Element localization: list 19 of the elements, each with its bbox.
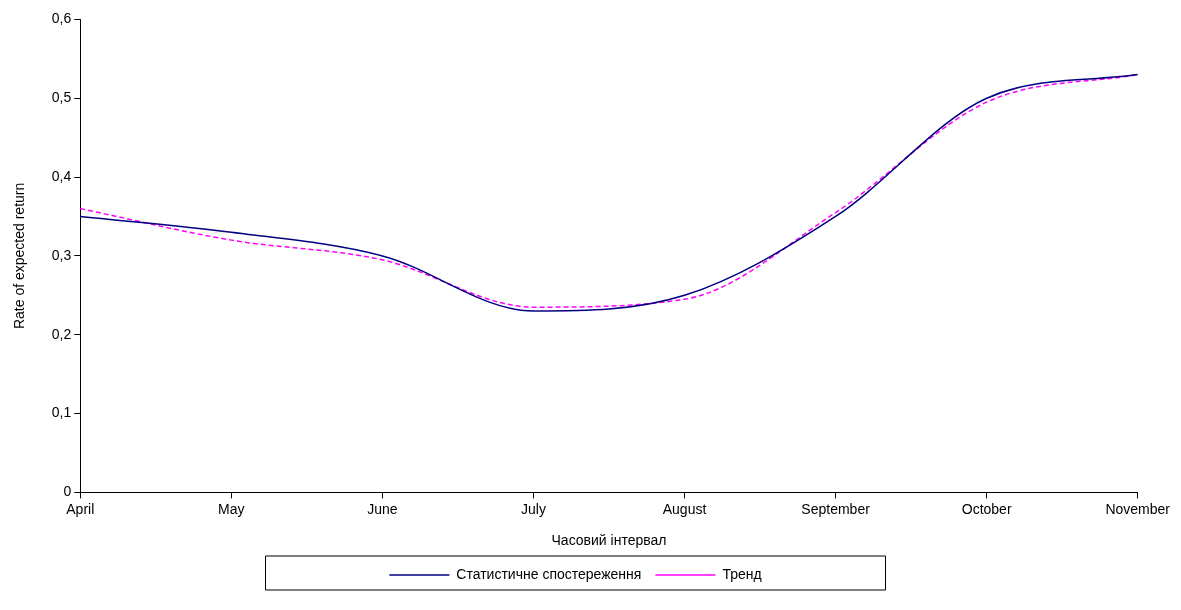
x-tick-label: November [1105,500,1171,517]
y-tick-label: 0,5 [51,89,72,106]
y-tick-label: 0,3 [51,246,72,263]
x-tick-label: September [801,500,871,517]
legend-label: Статистичне спостереження [456,565,642,582]
x-tick-label: October [961,500,1012,517]
y-tick-label: 0,1 [51,404,72,421]
y-axis-title: Rate of expected return [11,182,28,330]
x-axis-title: Часовий інтервал [551,532,667,549]
x-tick-label: August [662,500,707,517]
y-tick-label: 0 [63,483,72,500]
y-tick-label: 0,2 [51,325,72,342]
y-tick-label: 0,4 [51,167,72,184]
x-tick-label: May [218,500,245,517]
x-tick-label: June [367,500,398,517]
y-tick-label: 0,6 [51,10,72,27]
legend-label: Тренд [722,565,762,582]
x-tick-label: July [521,500,546,517]
x-tick-label: April [66,500,95,517]
